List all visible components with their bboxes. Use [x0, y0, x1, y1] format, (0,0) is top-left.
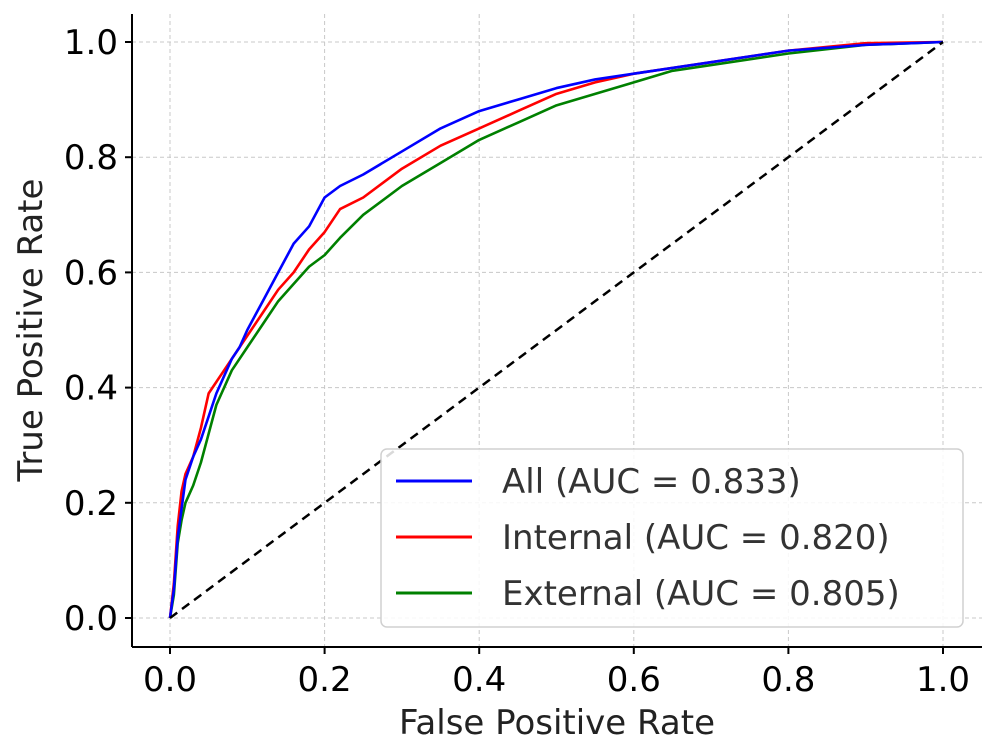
x-tick-label: 0.0 [143, 660, 197, 700]
series-lines [168, 40, 944, 620]
legend: All (AUC = 0.833) Internal (AUC = 0.820)… [380, 448, 964, 628]
y-tick-label: 0.0 [64, 599, 118, 639]
axis-ticks: 0.0 0.2 0.4 0.6 0.8 1.0 0.0 0.2 0.4 0.6 0.8 1.0 [64, 23, 970, 700]
x-tick-label: 0.8 [761, 660, 815, 700]
x-tick-label: 1.0 [916, 660, 970, 700]
y-tick-label: 1.0 [64, 23, 118, 63]
x-tick-label: 0.6 [607, 660, 661, 700]
x-axis-title: False Positive Rate [399, 703, 715, 743]
legend-label-internal: Internal (AUC = 0.820) [502, 518, 890, 558]
x-tick-label: 0.4 [452, 660, 506, 700]
x-tick-label: 0.2 [298, 660, 352, 700]
legend-box [380, 448, 964, 628]
legend-label-external: External (AUC = 0.805) [502, 574, 900, 614]
series-line-chance [169, 40, 944, 620]
series-line-external [168, 40, 944, 619]
y-tick-label: 0.4 [64, 369, 118, 409]
y-tick-label: 0.6 [64, 253, 118, 293]
series-line-all [168, 40, 944, 619]
legend-label-all: All (AUC = 0.833) [502, 462, 801, 502]
y-tick-label: 0.8 [64, 138, 118, 178]
y-axis-title: True Positive Rate [11, 179, 51, 483]
y-tick-label: 0.2 [64, 484, 118, 524]
